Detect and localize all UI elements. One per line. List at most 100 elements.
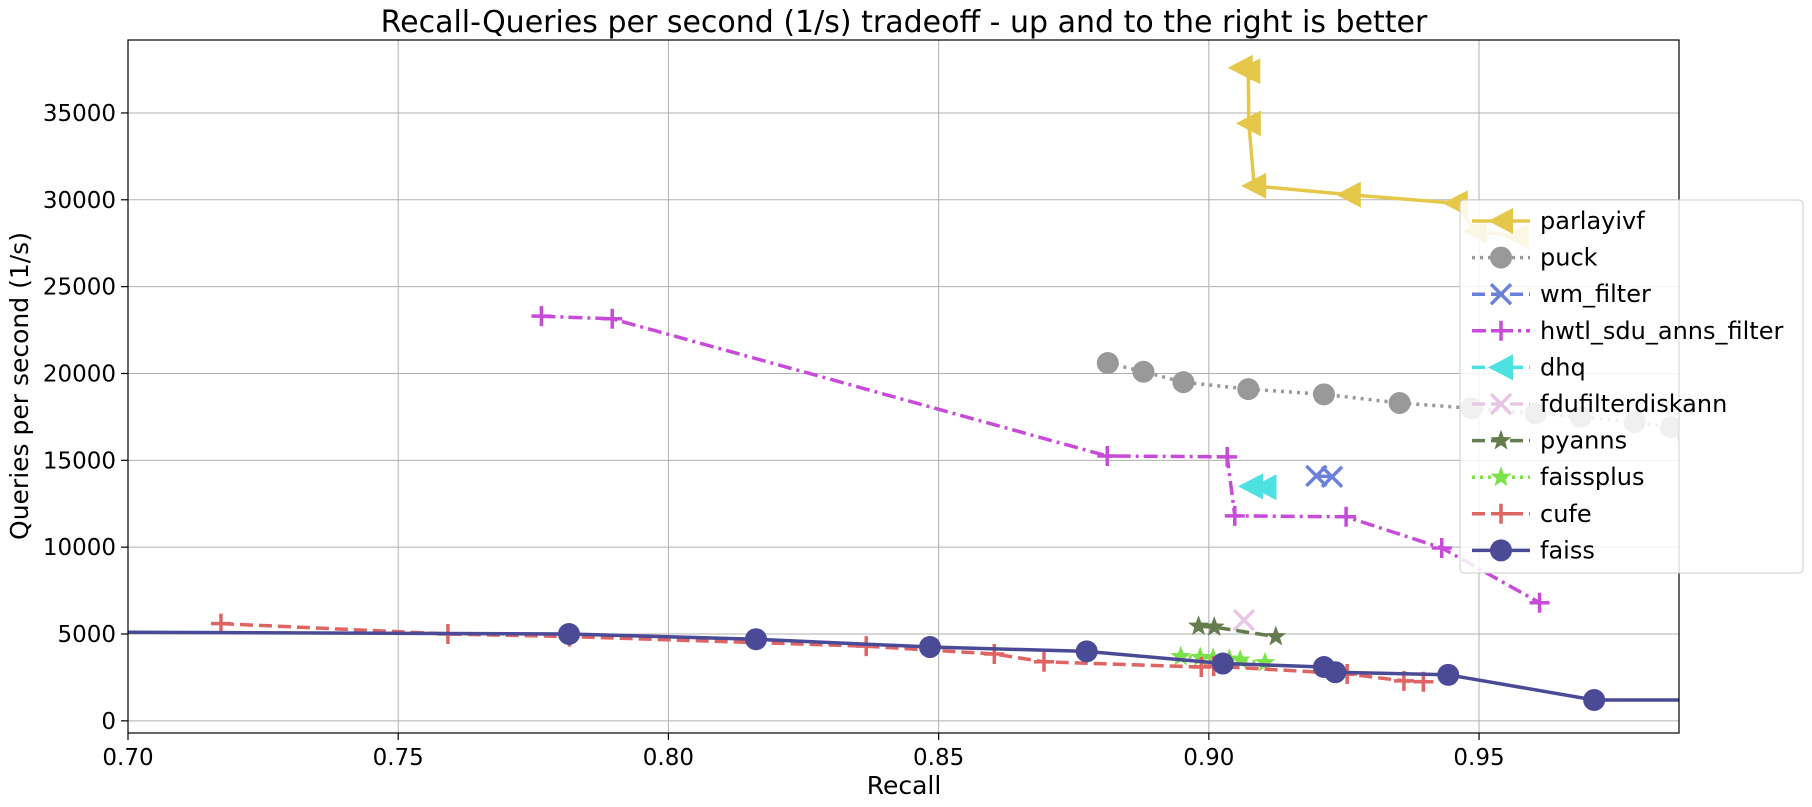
faiss-point [1211, 652, 1234, 675]
series-faiss [128, 623, 1753, 711]
x-tick-label: 0.90 [1183, 745, 1234, 771]
legend-item-pyanns: pyanns [1472, 427, 1627, 455]
legend-label: cufe [1540, 500, 1592, 528]
y-axis: 0 5000 10000 15000 20000 25000 30000 35000 [43, 101, 128, 735]
puck-point [1132, 360, 1155, 383]
puck-point [1312, 383, 1335, 406]
legend: parlayivf puck wm_filter hwtl_sdu_anns_filt… [1459, 199, 1804, 574]
x-tick-label: 0.75 [373, 745, 424, 771]
legend-label: parlayivf [1540, 207, 1645, 235]
parlayivf-point [1241, 172, 1267, 199]
legend-item-hwtl-sdu-anns-filter: hwtl_sdu_anns_filter [1472, 317, 1783, 345]
legend-label: hwtl_sdu_anns_filter [1540, 317, 1783, 345]
legend-faissplus-point [1490, 466, 1512, 487]
faiss-point [1075, 640, 1098, 663]
hwtl-sdu-anns-filter-point [1217, 446, 1238, 467]
pyanns-point [1188, 615, 1209, 636]
legend-label: faissplus [1540, 463, 1644, 491]
legend-item-dhq: dhq [1472, 353, 1586, 381]
wm-filter-line [1316, 474, 1333, 479]
legend-label: wm_filter [1540, 280, 1651, 308]
puck-point [1172, 371, 1195, 394]
dhq-point [1251, 474, 1277, 501]
series-wm-filter [1305, 464, 1344, 489]
cufe-point [1034, 651, 1055, 672]
x-tick-label: 0.70 [102, 745, 153, 771]
pyanns-point [1203, 616, 1225, 636]
cufe-point [210, 613, 231, 634]
y-tick-label: 5000 [57, 622, 116, 648]
legend-dhq-point [1488, 354, 1513, 381]
y-tick-label: 25000 [43, 275, 116, 301]
hwtl-sdu-anns-filter-point [531, 306, 552, 327]
legend-parlayivf-point [1488, 208, 1513, 234]
hwtl-sdu-anns-filter-point [1336, 506, 1357, 527]
hwtl-sdu-anns-filter-point [1529, 592, 1550, 613]
faissplus-point [1170, 645, 1192, 666]
x-axis: 0.70 0.75 0.80 0.85 0.90 0.95 [102, 733, 1505, 771]
legend-faiss-point [1490, 539, 1512, 562]
legend-item-parlayivf: parlayivf [1472, 207, 1645, 235]
legend-item-puck: puck [1472, 244, 1598, 272]
legend-label: dhq [1540, 353, 1586, 381]
legend-item-fdufilterdiskann: fdufilterdiskann [1472, 390, 1727, 418]
faiss-point [1583, 689, 1606, 711]
legend-hwtl-sdu-anns-filter-point [1491, 320, 1511, 341]
legend-fdufilterdiskann-point [1489, 392, 1513, 416]
legend-label: faiss [1540, 536, 1595, 564]
parlayivf-point [1235, 58, 1261, 85]
legend-box [1459, 199, 1804, 574]
hwtl-sdu-anns-filter-line [541, 314, 1541, 605]
faiss-point [918, 636, 941, 659]
series-dhq [1237, 473, 1277, 501]
pyanns-point [1265, 625, 1287, 646]
legend-pyanns-point [1490, 429, 1512, 450]
x-tick-label: 0.95 [1453, 745, 1504, 771]
hwtl-sdu-anns-filter-point [602, 308, 623, 329]
legend-item-cufe: cufe [1472, 500, 1592, 528]
legend-item-wm-filter: wm_filter [1472, 280, 1651, 308]
series-fdufilterdiskann [1232, 608, 1256, 632]
faiss-point [557, 623, 580, 645]
puck-point [1096, 352, 1119, 375]
series-pyanns [1188, 615, 1287, 646]
puck-point [1237, 378, 1260, 401]
faissplus-point [1254, 651, 1276, 672]
hwtl-sdu-anns-filter-point [1431, 538, 1452, 559]
faiss-point [1437, 663, 1460, 686]
plot-area [128, 40, 1679, 733]
y-tick-label: 30000 [43, 188, 116, 214]
parlayivf-point [1235, 110, 1261, 137]
faissplus-point [1189, 646, 1211, 667]
series-hwtl-sdu-anns-filter [531, 306, 1550, 613]
puck-point [1388, 392, 1411, 414]
hwtl-sdu-anns-filter-point [1224, 505, 1245, 526]
y-axis-label: Queries per second (1/s) [5, 232, 34, 540]
faiss-point [1731, 689, 1753, 711]
faissplus-point [1229, 649, 1251, 669]
dhq-point [1237, 473, 1263, 500]
legend-puck-point [1490, 246, 1512, 269]
x-tick-label: 0.80 [643, 745, 694, 771]
x-tick-label: 0.85 [913, 745, 964, 771]
legend-item-faissplus: faissplus [1472, 463, 1644, 491]
y-tick-label: 0 [101, 709, 116, 735]
y-tick-label: 35000 [43, 101, 116, 127]
fdufilterdiskann-point [1232, 608, 1256, 632]
x-axis-label: Recall [867, 771, 942, 800]
legend-cufe-point [1491, 503, 1511, 524]
legend-label: fdufilterdiskann [1540, 390, 1727, 418]
parlayivf-point [1335, 181, 1361, 208]
hwtl-sdu-anns-filter-point [1097, 445, 1118, 466]
faiss-point [744, 628, 767, 651]
y-tick-label: 20000 [43, 361, 116, 387]
legend-item-faiss: faiss [1472, 536, 1595, 564]
chart-title: Recall-Queries per second (1/s) tradeoff… [381, 5, 1428, 40]
y-tick-label: 15000 [43, 448, 116, 474]
faiss-point [1324, 661, 1347, 684]
legend-label: pyanns [1540, 427, 1627, 455]
wm-filter-point [1320, 465, 1344, 489]
legend-label: puck [1540, 244, 1598, 272]
y-tick-label: 10000 [43, 535, 116, 561]
